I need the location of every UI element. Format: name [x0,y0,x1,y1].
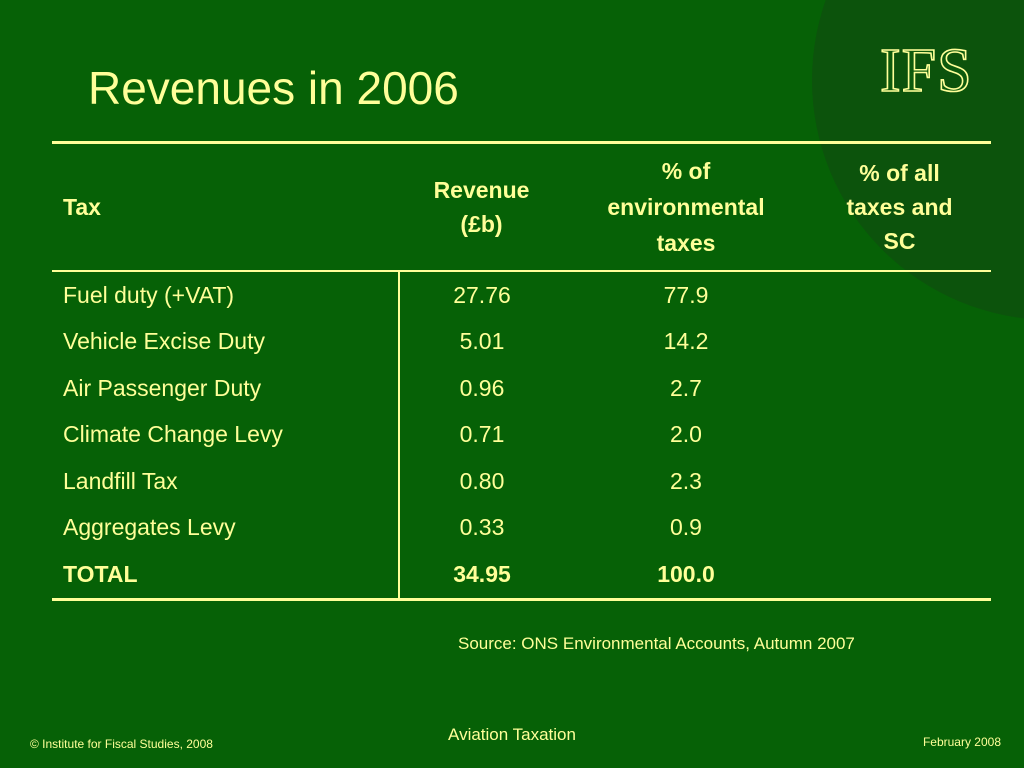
cell-env-pct: 77.9 [663,281,709,308]
cell-all-pct-total [808,551,991,599]
footer-copyright: © Institute for Fiscal Studies, 2008 [30,737,213,751]
cell-all-pct [808,412,991,459]
table-row: Vehicle Excise Duty 5.01 14.2 [52,318,991,366]
cell-all-pct [808,319,991,366]
footer-center: Aviation Taxation [448,725,576,744]
header-env-line2: environmental [607,194,765,220]
table-row: Landfill Tax 0.80 2.3 [52,458,991,505]
header-tax: Tax [63,194,101,220]
cell-all-pct [808,365,991,412]
header-revenue-line1: Revenue [433,177,530,203]
header-revenue: Revenue (£b) [399,143,564,272]
cell-all-pct [808,505,991,552]
header-env-pct: % of environmental taxes [564,143,808,272]
revenue-table-container: Tax Revenue (£b) % of environmental taxe… [52,141,991,601]
cell-tax: Aggregates Levy [52,504,400,551]
revenue-table: Tax Revenue (£b) % of environmental taxe… [52,141,991,601]
cell-tax: Vehicle Excise Duty [52,318,400,365]
table-row: Climate Change Levy 0.71 2.0 [52,411,991,459]
cell-revenue: 27.76 [453,281,511,308]
table-row: Air Passenger Duty 0.96 2.7 [52,365,991,412]
cell-tax-total: TOTAL [52,551,400,599]
header-env-line1: % of [661,158,711,184]
cell-env-pct: 2.0 [670,421,702,448]
cell-tax: Climate Change Levy [52,411,400,458]
cell-env-pct-total: 100.0 [657,560,715,587]
header-all-line3: SC [883,228,916,254]
cell-revenue: 0.33 [459,514,505,541]
cell-tax: Landfill Tax [52,458,400,505]
cell-revenue-total: 34.95 [453,560,511,587]
cell-tax: Fuel duty (+VAT) [52,271,400,319]
cell-env-pct: 2.7 [670,374,702,401]
cell-env-pct: 14.2 [663,328,709,355]
footer-date: February 2008 [922,735,1001,749]
table-header-row: Tax Revenue (£b) % of environmental taxe… [52,142,991,272]
header-all-line1: % of all [859,160,940,186]
cell-env-pct: 0.9 [670,514,702,541]
cell-revenue: 5.01 [459,328,505,355]
cell-all-pct [808,271,991,319]
cell-env-pct: 2.3 [670,467,702,494]
cell-revenue: 0.96 [459,374,505,401]
table-row: Aggregates Levy 0.33 0.9 [52,504,991,552]
cell-tax: Air Passenger Duty [52,365,400,412]
ifs-logo: IFS [879,36,973,106]
slide-title: Revenues in 2006 [88,62,459,114]
header-all-line2: taxes and [846,194,953,220]
source-note: Source: ONS Environmental Accounts, Autu… [458,634,855,653]
table-total-row: TOTAL 34.95 100.0 [52,551,991,599]
header-env-line3: taxes [656,230,716,256]
cell-revenue: 0.80 [459,467,505,494]
table-row: Fuel duty (+VAT) 27.76 77.9 [52,271,991,319]
header-revenue-line2: (£b) [460,211,503,237]
header-all-pct: % of all taxes and SC [808,143,991,272]
cell-revenue: 0.71 [459,421,505,448]
cell-all-pct [808,458,991,505]
